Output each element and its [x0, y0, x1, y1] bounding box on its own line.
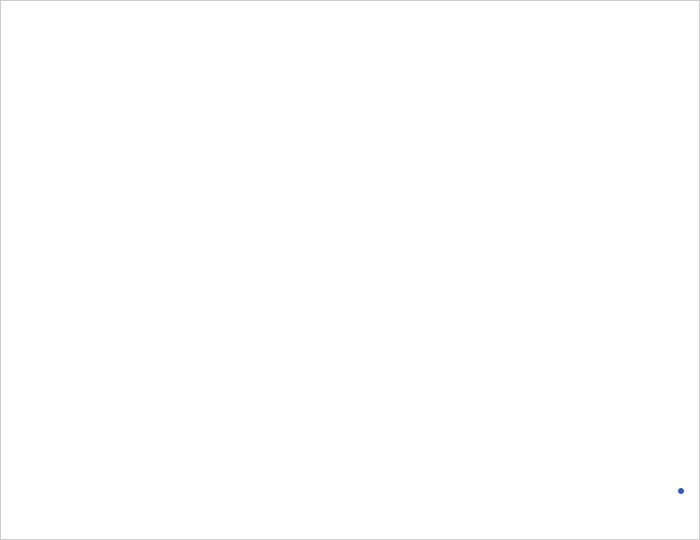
footer-credit [678, 485, 687, 495]
chart-svg [1, 1, 700, 501]
chart-container [0, 0, 700, 540]
